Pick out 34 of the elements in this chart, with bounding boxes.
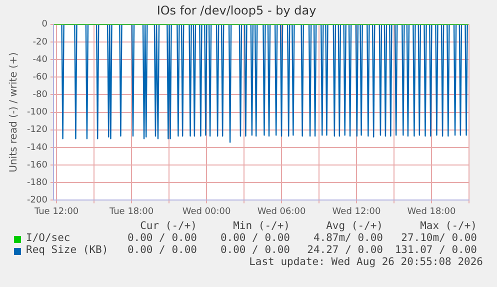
text: Min (-/+) (233, 220, 290, 232)
y-tick-label: -160 (26, 160, 48, 170)
text: Cur (-/+) (140, 220, 197, 232)
text: 4.87m/ 0.00 (313, 232, 383, 244)
text: 131.07 / 0.00 (394, 244, 477, 256)
x-tick-label: Wed 12:00 (332, 206, 381, 217)
text: 0.00 / 0.00 (127, 244, 197, 256)
x-tick-label: Wed 18:00 (407, 206, 456, 217)
text: 27.10m/ 0.00 (401, 232, 477, 244)
y-tick-label: -80 (32, 90, 48, 100)
text: Avg (-/+) (326, 220, 383, 232)
y-tick-label: -60 (32, 72, 48, 82)
legend-label: I/O/sec (26, 232, 70, 244)
y-tick-label: -140 (26, 142, 48, 153)
text: Max (-/+) (420, 220, 477, 232)
y-tick-label: -20 (32, 37, 48, 48)
legend-label: Req Size (KB) (26, 244, 108, 256)
text: 0.00 / 0.00 (127, 232, 197, 244)
y-tick-label: -180 (26, 178, 48, 188)
text: 24.27 / 0.00 (307, 244, 383, 256)
y-tick-label: -200 (26, 196, 48, 206)
y-tick-label: 0 (42, 20, 48, 30)
y-tick-label: -40 (32, 54, 48, 65)
text: 0.00 / 0.00 (220, 244, 290, 256)
text: Last update: Wed Aug 26 20:55:08 2026 (249, 256, 483, 268)
x-tick-label: Tue 12:00 (33, 206, 79, 217)
chart-title: IOs for /dev/loop5 - by day (156, 3, 316, 18)
y-tick-label: -100 (26, 108, 48, 118)
x-tick-label: Tue 18:00 (108, 206, 154, 217)
x-tick-label: Wed 06:00 (257, 206, 306, 217)
y-axis-title: Units read (-) / write (+) (8, 52, 20, 172)
y-tick-label: -120 (26, 125, 48, 136)
x-tick-label: Wed 00:00 (182, 206, 232, 217)
text: 0.00 / 0.00 (220, 232, 290, 244)
